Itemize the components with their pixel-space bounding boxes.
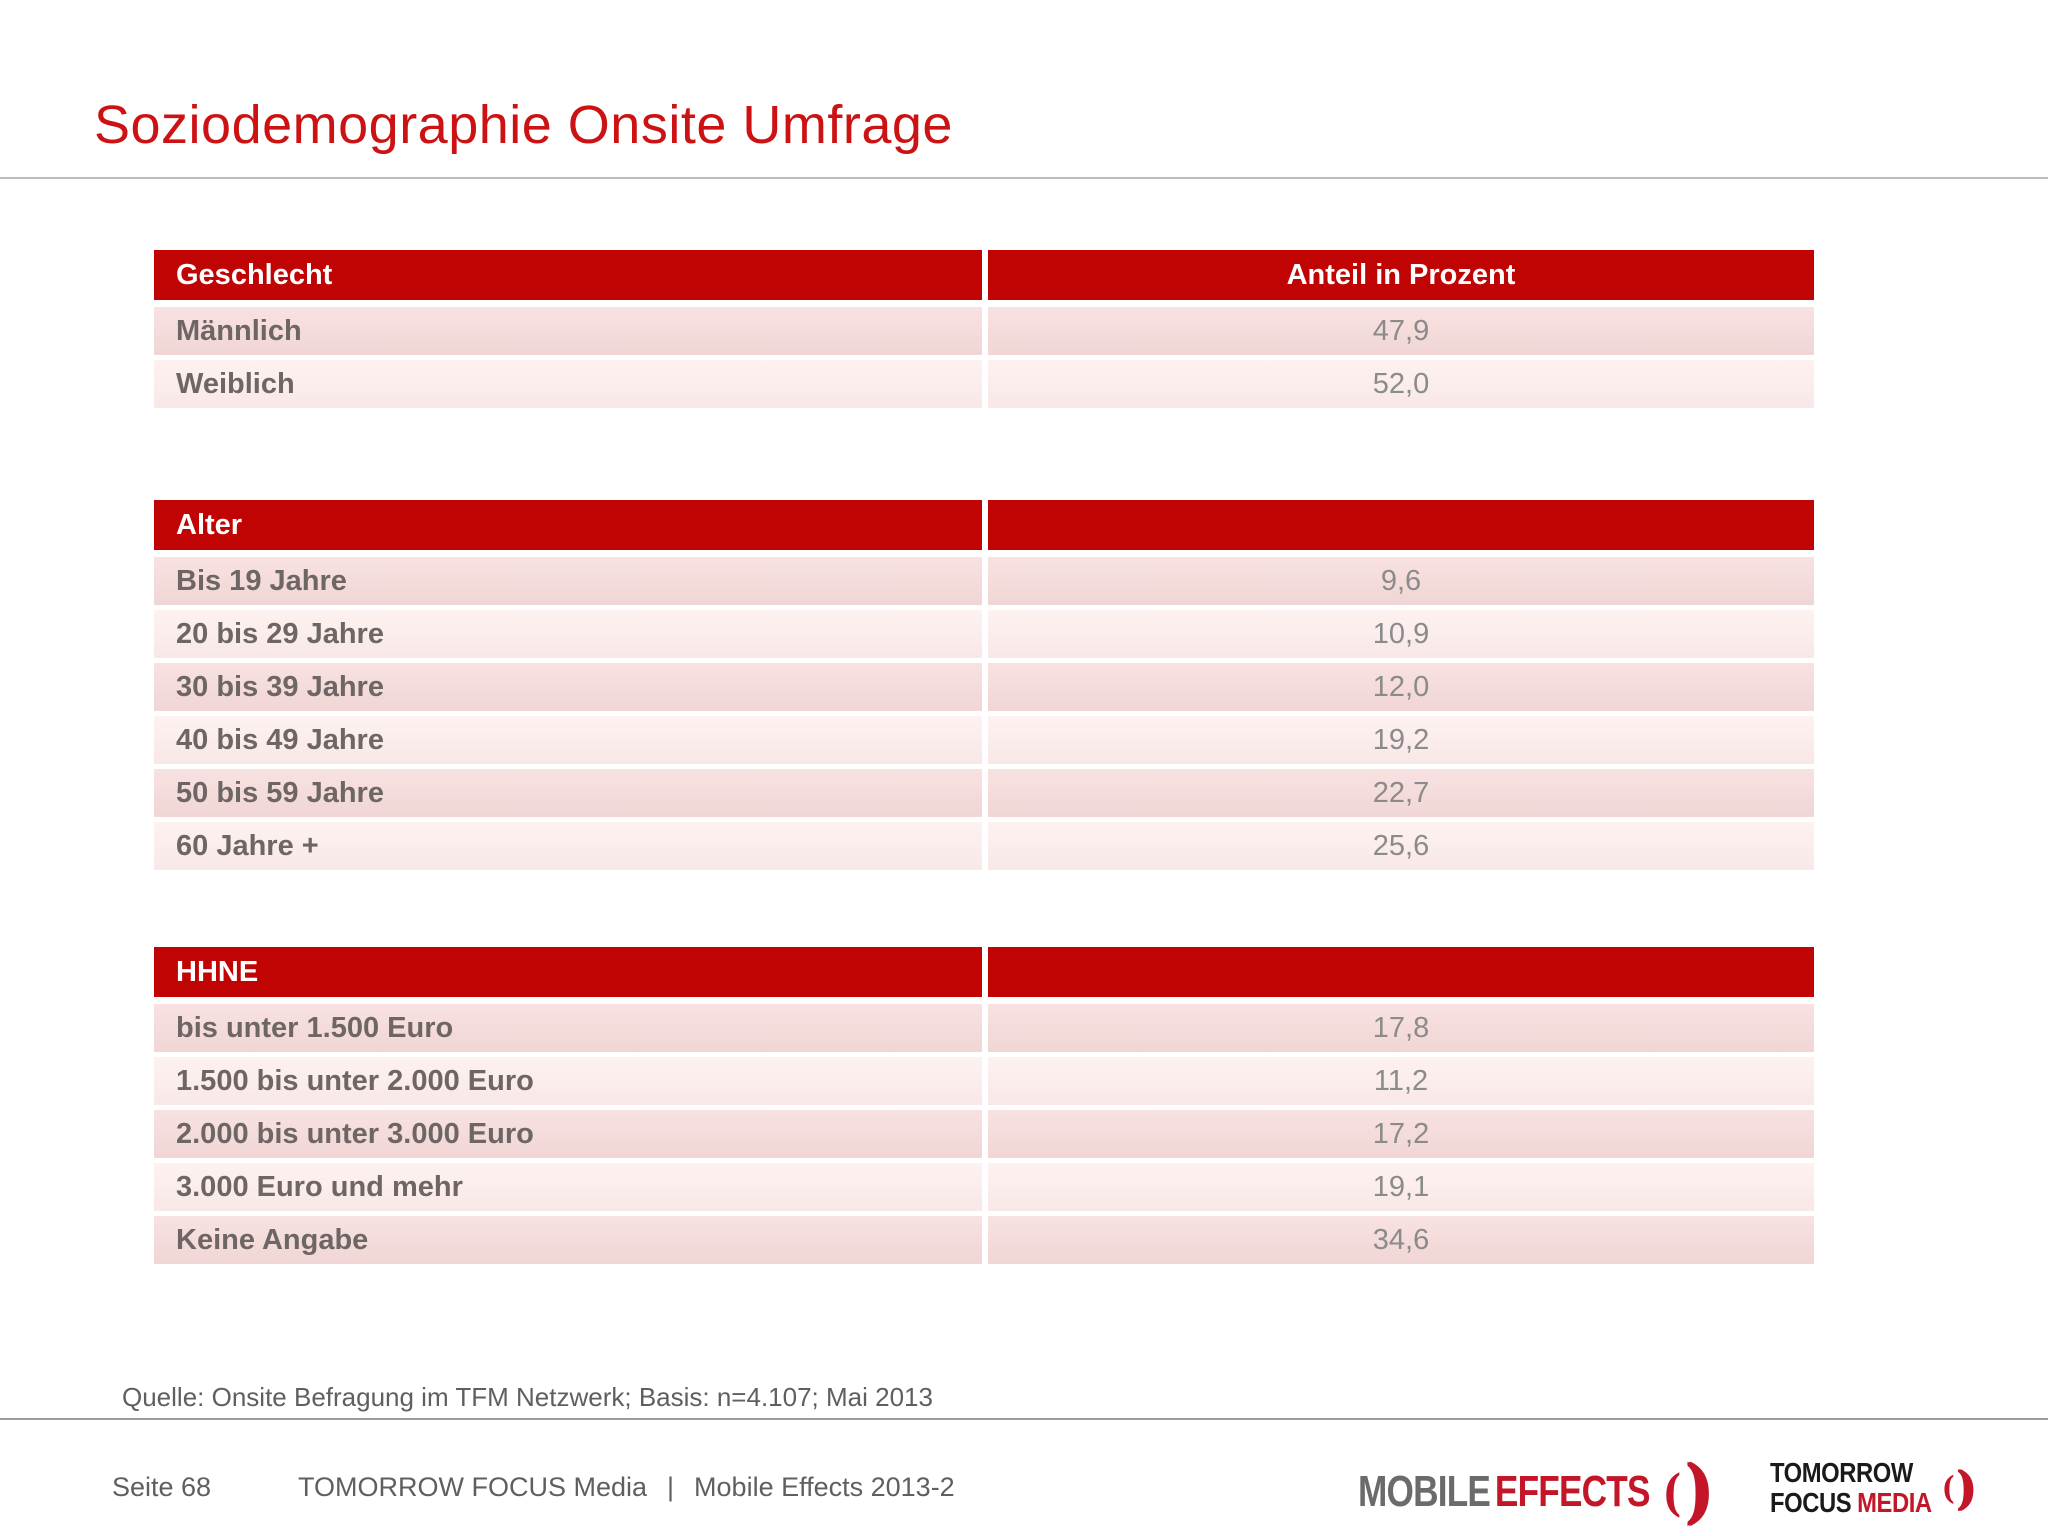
row-label: 40 bis 49 Jahre — [154, 716, 982, 764]
row-value: 17,2 — [988, 1110, 1814, 1158]
table-header-value: Anteil in Prozent — [988, 250, 1814, 300]
crescent-close-icon: ) — [1686, 1449, 1713, 1532]
table-header-value — [988, 947, 1814, 997]
table-row: bis unter 1.500 Euro 17,8 — [154, 1004, 1814, 1052]
table-header-row: Geschlecht Anteil in Prozent — [154, 250, 1814, 300]
row-value: 22,7 — [988, 769, 1814, 817]
mobile-effects-logo-text-red: EFFECTS — [1494, 1467, 1651, 1516]
mobile-effects-logo: MOBILE EFFECTS ( ) — [1358, 1456, 1713, 1526]
row-label: Keine Angabe — [154, 1216, 982, 1264]
table-row: 50 bis 59 Jahre 22,7 — [154, 769, 1814, 817]
table-hhne: HHNE bis unter 1.500 Euro 17,8 1.500 bis… — [154, 947, 1814, 1269]
table-row: 2.000 bis unter 3.000 Euro 17,2 — [154, 1110, 1814, 1158]
table-row: 30 bis 39 Jahre 12,0 — [154, 663, 1814, 711]
table-row: Bis 19 Jahre 9,6 — [154, 557, 1814, 605]
table-geschlecht: Geschlecht Anteil in Prozent Männlich 47… — [154, 250, 1814, 413]
row-value: 52,0 — [988, 360, 1814, 408]
table-header-label: Alter — [154, 500, 982, 550]
row-label: 3.000 Euro und mehr — [154, 1163, 982, 1211]
row-label: 1.500 bis unter 2.000 Euro — [154, 1057, 982, 1105]
footer-document-title: Mobile Effects 2013-2 — [694, 1471, 955, 1502]
footer-separator: | — [667, 1471, 675, 1502]
footer-brand: TOMORROW FOCUS Media — [298, 1471, 648, 1502]
crescent-open-icon: ( — [1662, 1463, 1682, 1522]
footer: Seite 68 TOMORROW FOCUS Media | Mobile E… — [112, 1468, 955, 1506]
row-value: 9,6 — [988, 557, 1814, 605]
table-row: 20 bis 29 Jahre 10,9 — [154, 610, 1814, 658]
row-label: 60 Jahre + — [154, 822, 982, 870]
row-label: Weiblich — [154, 360, 982, 408]
table-header-label: Geschlecht — [154, 250, 982, 300]
table-header-row: Alter — [154, 500, 1814, 550]
table-row: Männlich 47,9 — [154, 307, 1814, 355]
tfm-logo-line2: FOCUS MEDIA — [1770, 1488, 1932, 1518]
table-row: 60 Jahre + 25,6 — [154, 822, 1814, 870]
tfm-logo-line1: TOMORROW — [1770, 1457, 1913, 1488]
row-label: 30 bis 39 Jahre — [154, 663, 982, 711]
row-value: 19,2 — [988, 716, 1814, 764]
tfm-logo-text: TOMORROW FOCUS MEDIA — [1770, 1457, 1932, 1518]
table-header-label: HHNE — [154, 947, 982, 997]
crescent-open-icon: ( — [1941, 1469, 1955, 1508]
page-number: Seite 68 — [112, 1471, 212, 1502]
tfm-logo-media: MEDIA — [1857, 1487, 1932, 1519]
table-row: 3.000 Euro und mehr 19,1 — [154, 1163, 1814, 1211]
table-header-row: HHNE — [154, 947, 1814, 997]
source-note: Quelle: Onsite Befragung im TFM Netzwerk… — [122, 1382, 933, 1412]
title-divider — [0, 177, 2048, 179]
row-label: 2.000 bis unter 3.000 Euro — [154, 1110, 982, 1158]
row-value: 10,9 — [988, 610, 1814, 658]
row-value: 25,6 — [988, 822, 1814, 870]
row-value: 11,2 — [988, 1057, 1814, 1105]
row-value: 17,8 — [988, 1004, 1814, 1052]
table-header-value — [988, 500, 1814, 550]
table-alter: Alter Bis 19 Jahre 9,6 20 bis 29 Jahre 1… — [154, 500, 1814, 875]
row-value: 34,6 — [988, 1216, 1814, 1264]
table-row: 40 bis 49 Jahre 19,2 — [154, 716, 1814, 764]
row-label: Männlich — [154, 307, 982, 355]
tfm-crescent-mark: ( ) — [1942, 1465, 1976, 1511]
table-row: Keine Angabe 34,6 — [154, 1216, 1814, 1264]
table-row: 1.500 bis unter 2.000 Euro 11,2 — [154, 1057, 1814, 1105]
footer-document-info: TOMORROW FOCUS Media | Mobile Effects 20… — [298, 1472, 955, 1503]
footer-divider — [0, 1418, 2048, 1420]
row-label: 50 bis 59 Jahre — [154, 769, 982, 817]
row-value: 19,1 — [988, 1163, 1814, 1211]
row-label: 20 bis 29 Jahre — [154, 610, 982, 658]
mobile-effects-logo-text-gray: MOBILE — [1358, 1467, 1491, 1516]
row-value: 47,9 — [988, 307, 1814, 355]
row-label: bis unter 1.500 Euro — [154, 1004, 982, 1052]
row-value: 12,0 — [988, 663, 1814, 711]
page-title: Soziodemographie Onsite Umfrage — [94, 95, 953, 155]
tomorrow-focus-media-logo: TOMORROW FOCUS MEDIA ( ) — [1770, 1457, 1976, 1518]
table-row: Weiblich 52,0 — [154, 360, 1814, 408]
row-label: Bis 19 Jahre — [154, 557, 982, 605]
crescent-close-icon: ) — [1957, 1461, 1976, 1516]
tfm-logo-focus: FOCUS — [1770, 1487, 1852, 1519]
